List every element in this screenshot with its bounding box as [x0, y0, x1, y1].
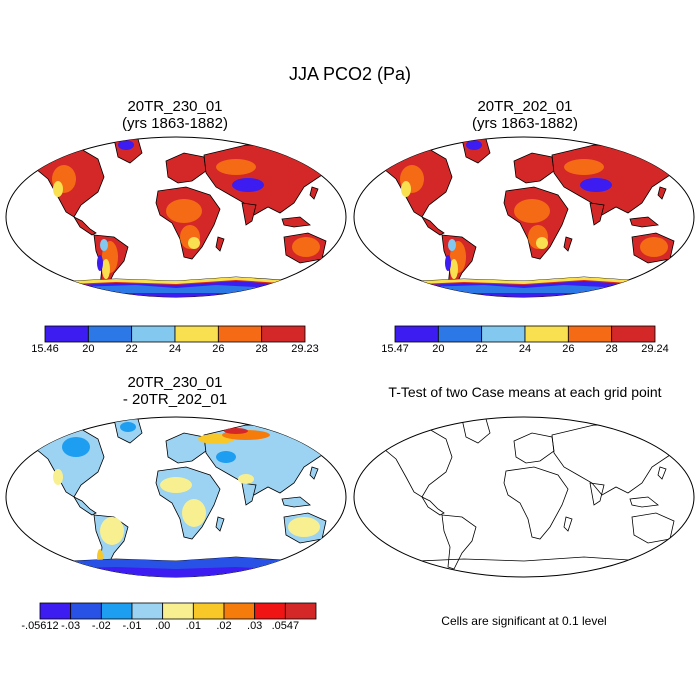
panel-title-line1: 20TR_230_01 [127, 374, 223, 391]
colorbar-tick-label: -.05612 [21, 620, 59, 632]
colorbar-tick-label: .02 [216, 620, 232, 632]
colorbar-swatch [223, 602, 256, 620]
colorbar-tick-label: .00 [155, 620, 171, 632]
panel-title-line2: (yrs 1863-1882) [122, 115, 228, 132]
colorbar-swatch [192, 602, 225, 620]
colorbar-swatch [44, 325, 89, 343]
colorbar-tick-label: .01 [185, 620, 201, 632]
colorbar-swatch [87, 325, 133, 343]
panel-title-line1: 20TR_230_01 [127, 98, 223, 115]
map-bottom-left [5, 416, 347, 578]
colorbar-swatch [217, 325, 263, 343]
colorbar-labels-bottom-left: -.05612 -.03 -.02 -.01 .00 .01 .02 .03 .0547 [21, 620, 316, 634]
panel-title-bottom-right: T-Test of two Case means at each grid po… [388, 384, 662, 400]
colorbar-swatch [162, 602, 194, 620]
colorbar-tick-label: 28 [255, 343, 268, 355]
colorbar-tick-label: 20 [82, 343, 95, 355]
map-top-left [5, 136, 347, 298]
panel-title-top-left: 20TR_230_01 (yrs 1863-1882) [5, 98, 345, 132]
colorbar-tick-label: 24 [168, 343, 182, 355]
panel-title-line1: 20TR_202_01 [477, 98, 573, 115]
panel-title-top-right: 20TR_202_01 (yrs 1863-1882) [355, 98, 695, 132]
main-title: JJA PCO2 (Pa) [288, 64, 412, 84]
colorbar-top-left [44, 325, 306, 343]
colorbar-tick-label: -.01 [122, 620, 142, 632]
colorbar-tick-label: -.03 [61, 620, 81, 632]
colorbar-swatch [437, 325, 483, 343]
colorbar-tick-label: -.02 [91, 620, 111, 632]
colorbar-tick-label: 15.46 [31, 343, 59, 355]
colorbar-swatch [39, 602, 72, 620]
colorbar-tick-label: 29.24 [641, 343, 669, 355]
colorbar-swatch [481, 325, 526, 343]
colorbar-tick-label: 28 [605, 343, 618, 355]
panel-title-line2: - 20TR_202_01 [122, 391, 228, 408]
colorbar-tick-label: 26 [212, 343, 225, 355]
colorbar-tick-label: 26 [562, 343, 575, 355]
colorbar-tick-label: 15.47 [381, 343, 409, 355]
colorbar-tick-label: 22 [475, 343, 488, 355]
colorbar-swatch [254, 602, 286, 620]
colorbar-swatch [567, 325, 613, 343]
colorbar-swatch [131, 325, 176, 343]
colorbar-labels-top-left: 15.46 20 22 24 26 28 29.23 [31, 343, 319, 357]
colorbar-swatch [261, 325, 306, 343]
map-bottom-right [353, 416, 695, 578]
colorbar-swatch [100, 602, 133, 620]
colorbar-labels-top-right: 15.47 20 22 24 26 28 29.24 [381, 343, 669, 357]
colorbar-swatch [394, 325, 439, 343]
colorbar-swatch [611, 325, 656, 343]
colorbar-tick-label: 20 [432, 343, 445, 355]
colorbar-swatch [70, 602, 102, 620]
colorbar-tick-label: 22 [125, 343, 138, 355]
colorbar-swatch [284, 602, 317, 620]
panel-title-line2: (yrs 1863-1882) [472, 115, 578, 132]
colorbar-tick-label: .03 [247, 620, 263, 632]
colorbar-tick-label: .0547 [271, 620, 300, 632]
colorbar-bottom-left [39, 602, 317, 620]
map-top-right [353, 136, 695, 298]
colorbar-swatch [524, 325, 569, 343]
significance-note: Cells are significant at 0.1 level [441, 614, 607, 628]
colorbar-tick-label: 24 [518, 343, 532, 355]
panel-title-bottom-left: 20TR_230_01 - 20TR_202_01 [5, 374, 345, 408]
colorbar-top-right [394, 325, 656, 343]
colorbar-tick-label: 29.23 [291, 343, 319, 355]
colorbar-swatch [131, 602, 164, 620]
colorbar-swatch [174, 325, 219, 343]
